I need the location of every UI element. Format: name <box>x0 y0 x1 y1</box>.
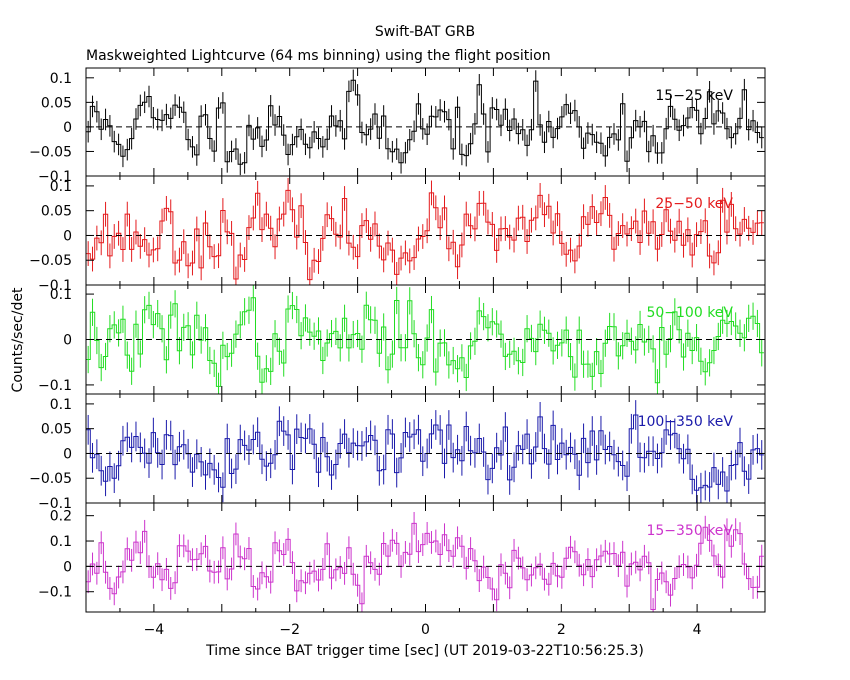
band-label: 50−100 keV <box>646 305 733 321</box>
panel-100-350-kev: −0.1 −0.05 0 0.05 0.1 100−350 keV <box>29 393 766 512</box>
panel-15-350-kev: −0.1 0 0.1 0.2 15−350 keV <box>38 502 766 613</box>
y-tick-label: −0.05 <box>29 471 72 487</box>
y-tick-label: 0.1 <box>50 287 72 303</box>
band-label: 15−25 keV <box>655 88 733 104</box>
panel-15-25-kev: −0.1 −0.05 0 0.05 0.1 15−25 keV <box>29 67 766 185</box>
y-tick-label: 0.05 <box>41 422 72 438</box>
y-tick-label: 0.1 <box>50 397 72 413</box>
lightcurve-series <box>86 297 764 387</box>
y-tick-label: 0.1 <box>50 534 72 550</box>
y-tick-label: 0.05 <box>41 95 72 111</box>
lightcurve-series <box>86 414 764 492</box>
y-tick-label: −0.1 <box>38 278 72 294</box>
y-tick-label: 0.1 <box>50 179 72 195</box>
panel-50-100-kev: −0.1 0 0.1 50−100 keV <box>38 284 766 395</box>
x-tick-label: 2 <box>557 622 566 638</box>
y-tick-label: 0 <box>63 228 72 244</box>
x-tick-label: 0 <box>421 622 430 638</box>
band-label: 25−50 keV <box>655 196 733 212</box>
lightcurve-series <box>86 522 764 610</box>
y-tick-label: 0 <box>63 333 72 349</box>
x-tick-label: 4 <box>693 622 702 638</box>
band-label: 100−350 keV <box>638 414 734 430</box>
chart-title: Swift-BAT GRB <box>375 24 475 40</box>
panels: −0.1 −0.05 0 0.05 0.1 15−25 keV −0.1 −0.05 0 0.05… <box>29 67 766 638</box>
y-tick-label: 0 <box>63 446 72 462</box>
x-tick-label: −2 <box>279 622 300 638</box>
y-tick-label: 0.05 <box>41 204 72 220</box>
y-tick-label: −0.05 <box>29 144 72 160</box>
y-tick-label: 0 <box>63 120 72 136</box>
y-axis-label: Counts/sec/det <box>10 287 26 392</box>
x-tick-label: −4 <box>144 622 165 638</box>
y-tick-label: −0.1 <box>38 585 72 601</box>
y-tick-label: −0.1 <box>38 496 72 512</box>
y-tick-label: 0.1 <box>50 71 72 87</box>
y-tick-label: 0.2 <box>50 509 72 525</box>
y-tick-label: −0.1 <box>38 169 72 185</box>
panel-25-50-kev: −0.1 −0.05 0 0.05 0.1 25−50 keV <box>29 175 766 294</box>
y-tick-label: −0.1 <box>38 378 72 394</box>
y-tick-label: 0 <box>63 559 72 575</box>
panel-frame <box>85 67 766 177</box>
lightcurve-series <box>86 79 764 165</box>
y-tick-label: −0.05 <box>29 253 72 269</box>
chart-subtitle: Maskweighted Lightcurve (64 ms binning) … <box>86 48 551 64</box>
band-label: 15−350 keV <box>646 523 733 539</box>
x-axis-label: Time since BAT trigger time [sec] (UT 20… <box>205 643 644 659</box>
lightcurve-series <box>86 189 764 281</box>
